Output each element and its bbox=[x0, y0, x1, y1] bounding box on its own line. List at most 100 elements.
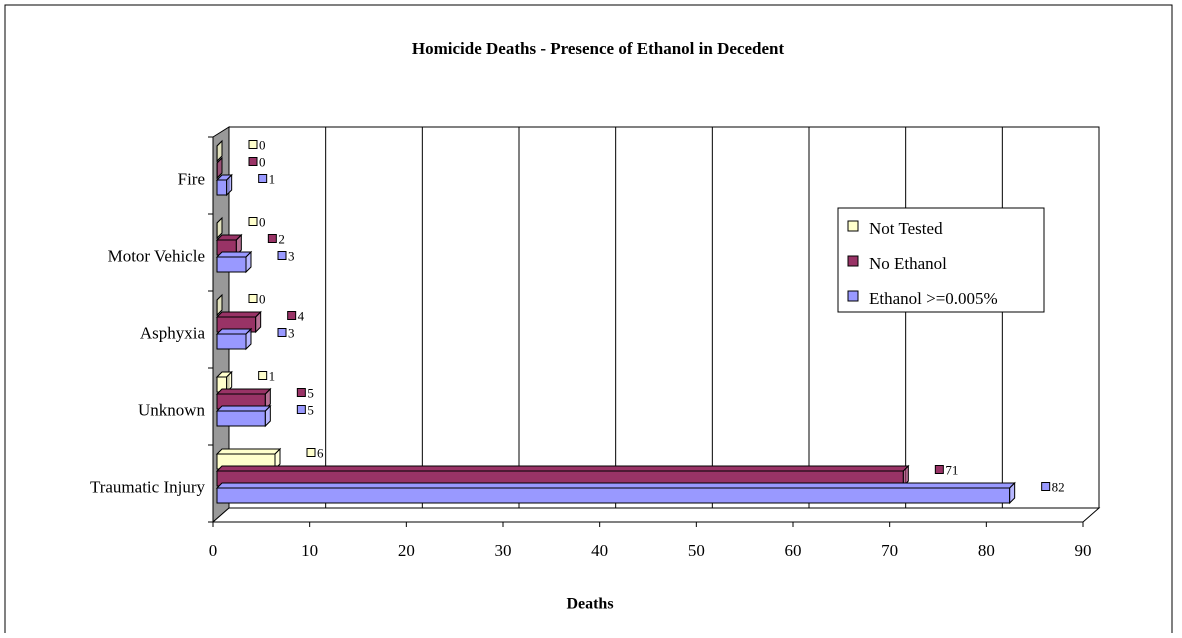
x-tick-label: 50 bbox=[688, 541, 705, 560]
floor bbox=[211, 507, 1101, 523]
x-tick-label: 0 bbox=[209, 541, 218, 560]
data-label-key bbox=[258, 371, 268, 380]
bar bbox=[215, 310, 262, 334]
bar bbox=[215, 447, 282, 471]
data-label-key bbox=[248, 294, 258, 303]
data-label-key bbox=[248, 157, 258, 166]
x-tick-label: 40 bbox=[591, 541, 608, 560]
data-label: 71 bbox=[945, 462, 958, 477]
bar-side bbox=[245, 250, 252, 274]
x-tick-label: 80 bbox=[978, 541, 995, 560]
bar bbox=[216, 139, 223, 163]
data-label-key bbox=[296, 388, 306, 397]
legend-swatch bbox=[847, 255, 859, 267]
x-axis-label: Deaths bbox=[566, 596, 613, 613]
bar bbox=[215, 173, 233, 197]
legend-label: No Ethanol bbox=[869, 254, 947, 273]
bar-front bbox=[216, 410, 266, 427]
data-label: 4 bbox=[298, 308, 305, 323]
bar-top bbox=[215, 465, 910, 472]
back-wall bbox=[228, 126, 1100, 509]
data-label-key bbox=[1041, 482, 1051, 491]
data-label: 6 bbox=[317, 445, 324, 460]
bar bbox=[215, 327, 253, 351]
bar bbox=[215, 250, 253, 274]
bar-side bbox=[274, 447, 281, 471]
data-label: 0 bbox=[259, 137, 266, 152]
bar bbox=[215, 481, 1016, 505]
bar-side bbox=[216, 216, 223, 240]
data-label-key bbox=[277, 251, 287, 260]
data-label-key bbox=[296, 405, 306, 414]
bar-top bbox=[215, 482, 1016, 489]
bar-front bbox=[216, 256, 247, 273]
bar-top bbox=[215, 388, 272, 395]
bar-side bbox=[226, 173, 233, 197]
bar-front bbox=[216, 179, 228, 196]
bar-front bbox=[216, 487, 1011, 504]
data-label-key bbox=[248, 140, 258, 149]
bar-side bbox=[245, 327, 252, 351]
bar bbox=[215, 233, 243, 257]
bar-front bbox=[216, 333, 247, 350]
bar-top bbox=[215, 405, 272, 412]
data-label-key bbox=[248, 217, 258, 226]
bar-side bbox=[1009, 481, 1016, 505]
bar bbox=[215, 404, 272, 428]
x-tick-label: 90 bbox=[1075, 541, 1092, 560]
bar-top bbox=[215, 448, 282, 455]
data-label: 82 bbox=[1052, 479, 1065, 494]
data-label-key bbox=[287, 311, 297, 320]
data-label-key bbox=[267, 234, 277, 243]
x-tick-label: 10 bbox=[301, 541, 318, 560]
data-label-key bbox=[934, 465, 944, 474]
data-label: 0 bbox=[259, 214, 266, 229]
bar-top bbox=[215, 311, 262, 318]
data-label-key bbox=[277, 328, 287, 337]
y-tick-label: Traumatic Injury bbox=[90, 477, 206, 496]
bar-side bbox=[902, 464, 909, 488]
data-label: 0 bbox=[259, 291, 266, 306]
bar-side bbox=[216, 293, 223, 317]
legend bbox=[837, 207, 1045, 313]
bar bbox=[215, 464, 910, 488]
bar-side bbox=[255, 310, 262, 334]
bar-side bbox=[216, 156, 223, 180]
y-tick-label: Motor Vehicle bbox=[108, 246, 205, 265]
bar-side bbox=[226, 370, 233, 394]
y-tick-label: Unknown bbox=[138, 400, 206, 419]
data-label: 5 bbox=[307, 385, 314, 400]
bar-top bbox=[215, 251, 253, 258]
data-label: 3 bbox=[288, 325, 295, 340]
x-tick-label: 20 bbox=[398, 541, 415, 560]
legend-label: Not Tested bbox=[869, 219, 943, 238]
data-label-key bbox=[258, 174, 268, 183]
data-label: 1 bbox=[269, 368, 276, 383]
y-tick-label: Asphyxia bbox=[140, 323, 206, 342]
chart-title: Homicide Deaths - Presence of Ethanol in… bbox=[412, 39, 785, 58]
bar bbox=[216, 293, 223, 317]
data-label-key bbox=[306, 448, 316, 457]
bar bbox=[215, 387, 272, 411]
bar-side bbox=[235, 233, 242, 257]
y-tick-label: Fire bbox=[178, 169, 205, 188]
x-tick-label: 70 bbox=[881, 541, 898, 560]
x-tick-label: 30 bbox=[495, 541, 512, 560]
bar-side bbox=[264, 404, 271, 428]
bar-top bbox=[215, 328, 253, 335]
legend-swatch bbox=[847, 290, 859, 302]
legend-label: Ethanol >=0.005% bbox=[869, 289, 998, 308]
data-label: 2 bbox=[278, 231, 285, 246]
data-label: 1 bbox=[269, 171, 276, 186]
legend-swatch bbox=[847, 220, 859, 232]
x-tick-label: 60 bbox=[785, 541, 802, 560]
data-label: 3 bbox=[288, 248, 295, 263]
data-label: 0 bbox=[259, 154, 266, 169]
bar bbox=[216, 216, 223, 240]
bar bbox=[215, 370, 233, 394]
data-label: 5 bbox=[307, 402, 314, 417]
bar-side bbox=[216, 139, 223, 163]
bar-side bbox=[264, 387, 271, 411]
bar bbox=[216, 156, 223, 180]
